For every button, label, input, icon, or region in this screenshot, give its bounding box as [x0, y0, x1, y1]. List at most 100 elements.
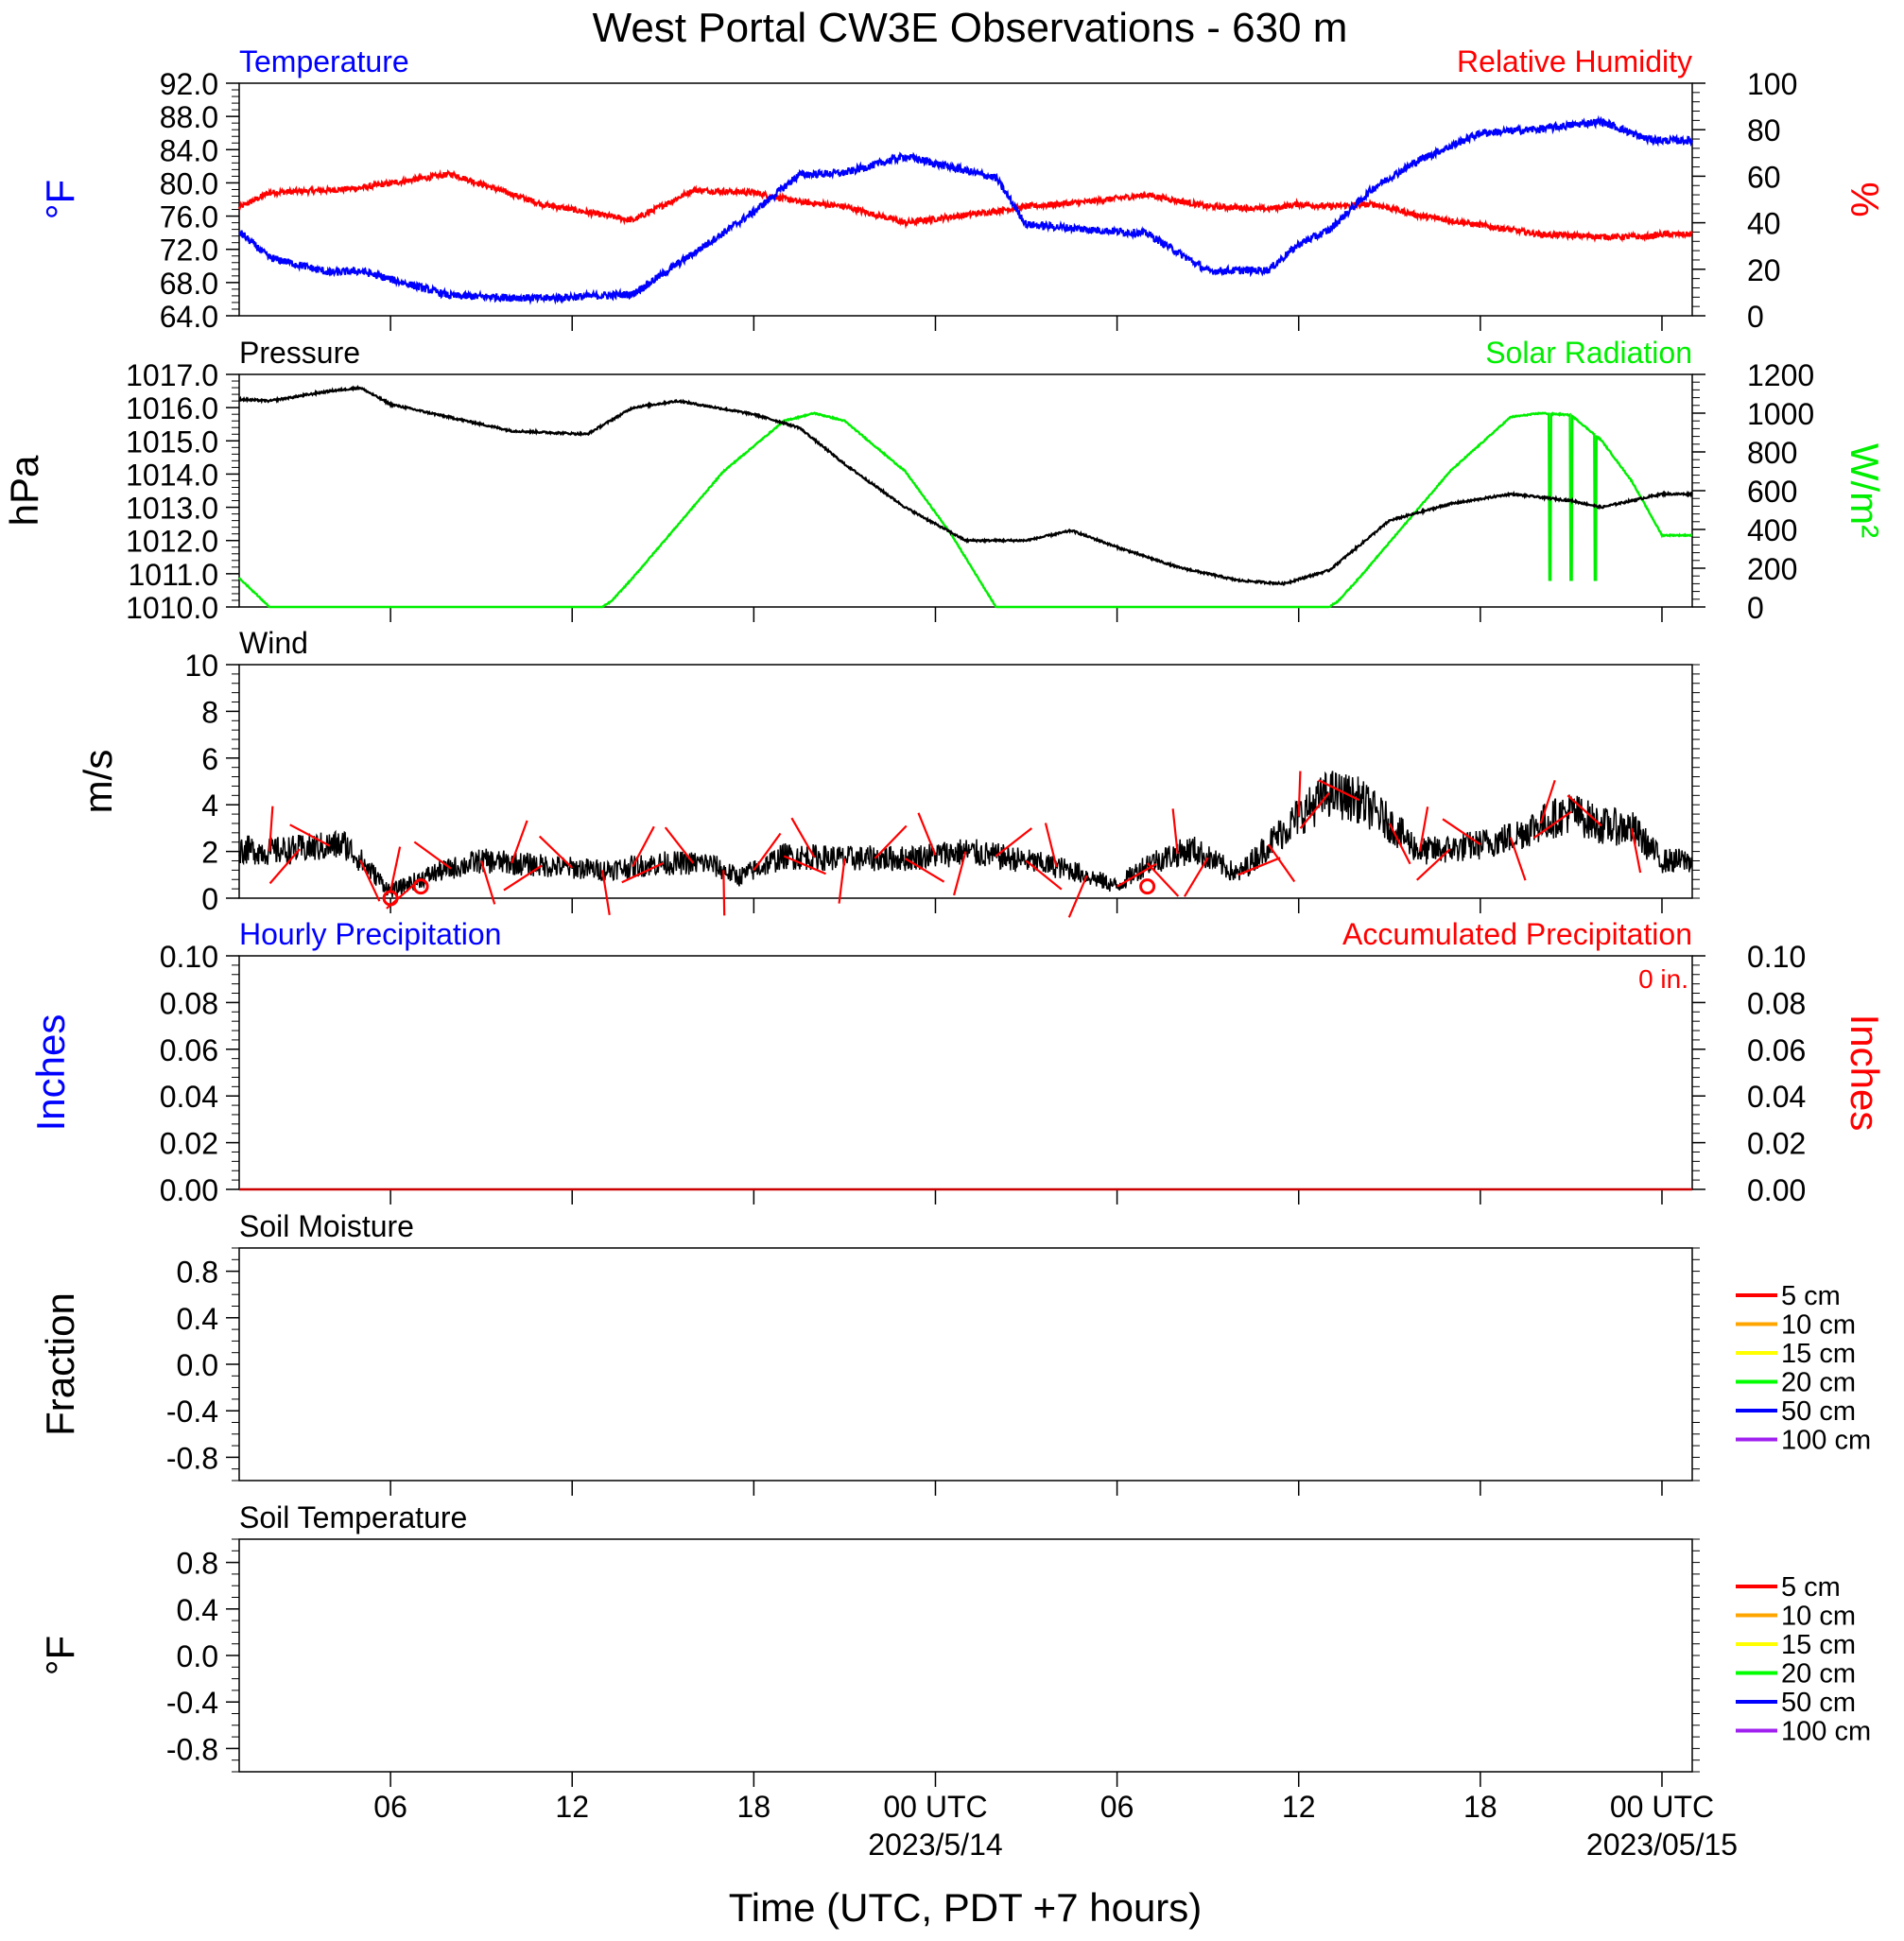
wind-barb [413, 841, 452, 870]
legend-label: 5 cm [1781, 1572, 1841, 1603]
y-tick-label-left: 84.0 [160, 133, 218, 167]
wind-barb [1267, 843, 1296, 883]
y-tick-label-left: 88.0 [160, 100, 218, 134]
x-axis-title: Time (UTC, PDT +7 hours) [729, 1885, 1203, 1930]
y-tick-label-left: 76.0 [160, 200, 218, 234]
legend-label: 20 cm [1781, 1368, 1856, 1398]
wind-barb [389, 846, 402, 892]
y-axis-title-left: m/s [76, 750, 120, 814]
y-axis-title-left: Inches [28, 1014, 73, 1132]
panel-title-left: Soil Moisture [239, 1209, 414, 1243]
wind-barb [1044, 823, 1058, 868]
wind-barb [1630, 827, 1642, 874]
y-tick-label-left: 1015.0 [126, 425, 218, 459]
y-tick-label-left: 72.0 [160, 234, 218, 268]
panel-title-left: Soil Temperature [239, 1500, 467, 1534]
y-tick-label-right: 0.00 [1747, 1173, 1806, 1207]
y-tick-label-left: 0.08 [160, 986, 218, 1020]
legend-label: 10 cm [1781, 1602, 1856, 1632]
legend-label: 100 cm [1781, 1717, 1871, 1747]
y-tick-label-left: 0.0 [177, 1348, 218, 1382]
wind-barb [511, 820, 528, 864]
y-tick-label-right: 100 [1747, 67, 1797, 101]
y-tick-label-left: 4 [201, 789, 218, 823]
y-tick-label-left: 0.06 [160, 1033, 218, 1067]
wind-barb [874, 824, 908, 859]
series-pressure [238, 384, 1693, 586]
y-tick-label-right: 0 [1747, 591, 1764, 625]
legend-label: 5 cm [1781, 1281, 1841, 1311]
y-tick-label-right: 200 [1747, 552, 1797, 586]
wind-barb [1238, 857, 1281, 876]
calm-wind-marker [382, 890, 399, 907]
panel-wind: 10 8 6 4 2 0 Wind m/s [76, 626, 1700, 918]
y-tick-label-left: 1010.0 [126, 591, 218, 625]
y-tick-label-right: 0.02 [1747, 1127, 1806, 1161]
panel-title-right: Accumulated Precipitation [1342, 917, 1692, 951]
wind-barb [1415, 848, 1451, 881]
wind-barb [1067, 875, 1088, 918]
wind-barb [1532, 810, 1572, 840]
y-tick-label-left: 10 [184, 649, 218, 683]
y-tick-label-right: 0 [1747, 300, 1764, 334]
wind-barb [1442, 818, 1481, 846]
wind-barb [601, 870, 611, 915]
wind-barb [1299, 792, 1330, 829]
legend-label: 15 cm [1781, 1630, 1856, 1660]
panel-frame [238, 1538, 1693, 1773]
y-tick-label-left: 0 [201, 882, 218, 916]
accumulated-total-label: 0 in. [1638, 964, 1688, 994]
y-axis-title-left: Fraction [38, 1292, 82, 1436]
panel-frame [238, 955, 1693, 1190]
y-tick-label-right: 20 [1747, 253, 1781, 287]
y-tick-label-left: 1013.0 [126, 492, 218, 526]
wind-barb [1297, 771, 1302, 817]
calm-wind-marker [412, 878, 429, 895]
wind-barb [1184, 857, 1209, 897]
wind-barb [783, 855, 826, 875]
y-tick-label-left: 0.0 [177, 1639, 218, 1673]
panel-precipitation: 0.10 0.08 0.06 0.04 0.02 0.00 0.10 0.08 0.06 0.04… [28, 917, 1887, 1207]
y-tick-label-left: 0.10 [160, 940, 218, 974]
wind-barb [664, 826, 695, 864]
y-tick-label-left: 6 [201, 742, 218, 776]
x-tick-label: 00 UTC [1610, 1790, 1714, 1824]
wind-barb [359, 859, 381, 902]
y-tick-label-left: 0.4 [177, 1593, 218, 1627]
panel-title-left: Pressure [239, 336, 360, 370]
legend-label: 10 cm [1781, 1310, 1856, 1341]
y-tick-label-right: 0.10 [1747, 940, 1806, 974]
x-tick-label: 18 [737, 1790, 771, 1824]
wind-barb [1539, 779, 1556, 824]
y-axis-title-right: Inches [1843, 1014, 1887, 1132]
y-tick-label-right: 0.06 [1747, 1033, 1806, 1067]
wind-barb [480, 860, 496, 905]
legend-label: 100 cm [1781, 1426, 1871, 1456]
x-tick-label: 06 [373, 1790, 407, 1824]
wind-barb [1566, 794, 1602, 827]
panel-title-left: Wind [239, 626, 308, 660]
y-tick-label-left: 0.02 [160, 1127, 218, 1161]
y-tick-label-left: -0.4 [166, 1395, 218, 1429]
series-solar-radiation [238, 411, 1693, 609]
y-tick-label-right: 1000 [1747, 397, 1814, 431]
wind-barb [995, 827, 1033, 858]
series-wind-speed [238, 771, 1693, 898]
panel-frame [238, 664, 1693, 899]
legend-label: 50 cm [1781, 1396, 1856, 1427]
wind-barb [289, 823, 331, 847]
y-tick-label-left: -0.4 [166, 1686, 218, 1720]
wind-barb [538, 835, 573, 869]
panel-soil-moisture: 0.8 0.4 0.0 -0.4 -0.8 Soil Moisture Fraction 5 … [38, 1209, 1871, 1496]
calm-wind-marker [1139, 878, 1156, 895]
x-tick-label: 00 UTC [883, 1790, 987, 1824]
x-tick-label: 12 [555, 1790, 589, 1824]
series-relative-humidity [237, 168, 1693, 243]
y-tick-label-left: 1014.0 [126, 458, 218, 492]
panel-frame [238, 82, 1693, 317]
y-axis-title-right: % [1843, 182, 1887, 217]
x-date-label: 2023/5/14 [868, 1828, 1002, 1862]
wind-barb [1025, 859, 1063, 891]
